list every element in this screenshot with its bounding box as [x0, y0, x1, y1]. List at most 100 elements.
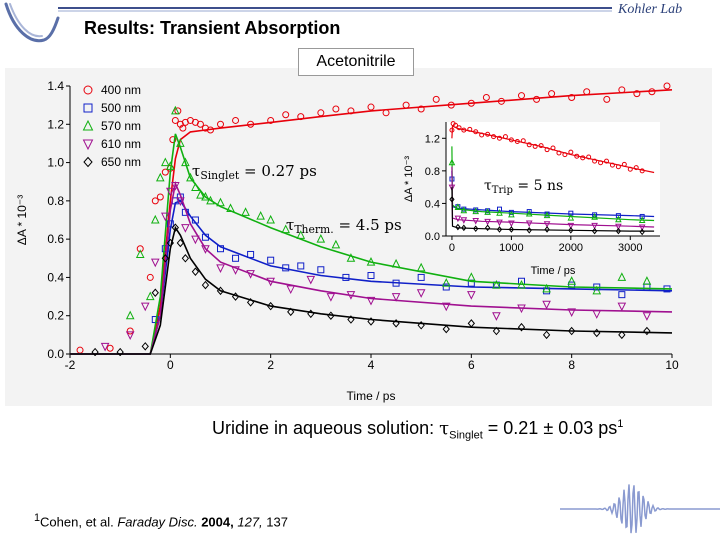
data-point: [574, 153, 580, 159]
data-point: [281, 224, 291, 234]
data-point: [391, 258, 401, 268]
data-point: [568, 93, 576, 101]
y-tick-label: 1.4: [47, 79, 64, 93]
data-point: [297, 113, 305, 121]
data-point: [492, 326, 501, 336]
fit-line: [70, 180, 673, 355]
legend-marker: [83, 156, 93, 168]
data-point: [473, 129, 479, 135]
data-point: [467, 99, 475, 107]
data-point: [615, 223, 622, 231]
data-point: [216, 286, 225, 296]
data-point: [461, 127, 467, 133]
data-point: [266, 277, 275, 287]
data-point: [533, 95, 541, 103]
data-point: [297, 262, 305, 270]
series-1: [449, 170, 655, 219]
data-point: [532, 143, 538, 149]
data-point: [256, 211, 265, 220]
data-point: [538, 143, 544, 149]
data-point: [618, 291, 626, 299]
data-point: [615, 164, 621, 170]
data-point: [621, 161, 627, 167]
data-point: [247, 250, 255, 258]
data-point: [543, 221, 551, 228]
data-point: [347, 315, 355, 324]
data-point: [542, 300, 551, 310]
data-point: [642, 312, 652, 321]
legend: 400 nm 500 nm 570 nm 610 nm 650 nm: [82, 83, 141, 169]
series-0: [70, 82, 673, 355]
data-point: [455, 223, 461, 231]
data-point: [201, 233, 209, 241]
data-point: [125, 310, 135, 320]
data-point: [191, 216, 199, 224]
data-point: [496, 209, 503, 216]
data-point: [146, 273, 154, 281]
data-point: [191, 267, 200, 276]
data-point: [241, 207, 250, 216]
reference: 1Cohen, et al. Faraday Disc. 2004, 127, …: [34, 512, 288, 529]
data-point: [454, 215, 462, 223]
data-point: [166, 161, 175, 170]
y-tick-label: 0.4: [47, 270, 64, 284]
data-point: [497, 97, 505, 105]
x-axis-label: Time / ps: [347, 389, 396, 403]
data-point: [485, 131, 491, 137]
data-point: [550, 145, 556, 151]
data-point: [402, 101, 410, 109]
data-point: [140, 302, 150, 312]
data-point: [449, 127, 455, 133]
data-point: [161, 254, 169, 263]
data-point: [231, 292, 240, 301]
data-point: [367, 103, 375, 111]
reference-volume: 127,: [237, 514, 263, 530]
data-point: [639, 228, 645, 236]
series-0: [449, 121, 655, 174]
data-point: [169, 136, 177, 144]
data-point: [520, 138, 526, 144]
data-point: [586, 154, 592, 160]
data-point: [441, 278, 451, 287]
fit-line: [70, 133, 673, 355]
data-point: [176, 238, 185, 248]
data-point: [442, 283, 450, 291]
data-point: [568, 149, 574, 155]
data-point: [567, 222, 575, 230]
data-point: [526, 209, 532, 215]
data-point: [615, 227, 622, 235]
fit-line: [451, 146, 655, 222]
data-point: [567, 276, 576, 285]
data-point: [526, 226, 532, 234]
y-tick-label: 0.2: [47, 309, 64, 323]
x-tick-label: 3000: [618, 242, 642, 254]
data-point: [232, 116, 240, 124]
data-point: [603, 95, 611, 103]
data-point: [447, 101, 455, 109]
data-point: [542, 330, 551, 340]
x-tick-label: 4: [368, 358, 375, 372]
data-point: [317, 109, 325, 117]
data-point: [518, 92, 525, 100]
data-point: [166, 220, 174, 228]
data-point: [484, 218, 491, 226]
x-axis-label: Time / ps: [531, 265, 576, 277]
data-point: [176, 138, 185, 147]
data-point: [598, 160, 604, 166]
data-point: [508, 210, 515, 218]
x-tick-label: 0: [167, 358, 174, 372]
data-point: [206, 126, 214, 134]
fit-line: [70, 225, 673, 355]
x-tick-label: 2: [267, 358, 274, 372]
fit-line: [70, 89, 673, 355]
data-point: [568, 226, 574, 234]
data-point: [467, 291, 476, 300]
data-point: [467, 126, 473, 132]
data-point: [648, 88, 656, 96]
data-point: [416, 289, 426, 298]
y-tick-label: 0.0: [47, 347, 64, 361]
data-point: [116, 347, 124, 356]
waveform-decoration: [560, 484, 720, 534]
data-point: [592, 285, 602, 295]
data-point: [366, 256, 376, 266]
